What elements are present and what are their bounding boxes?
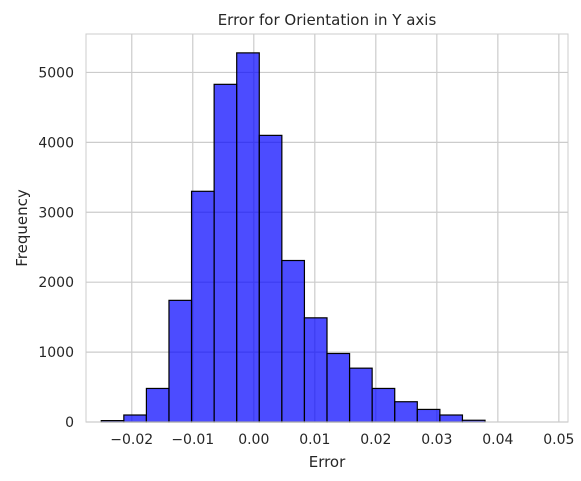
histogram-bar	[371, 387, 396, 423]
x-tick-label: 0.00	[238, 432, 269, 448]
histogram-bar	[281, 259, 306, 423]
histogram-bar	[394, 401, 418, 423]
x-tick-labels: −0.02 −0.01 0.00 0.01 0.02 0.03 0.04 0.05	[110, 432, 574, 448]
x-tick-label: 0.03	[421, 432, 452, 448]
x-tick-label: −0.02	[110, 432, 153, 448]
histogram-bar	[213, 83, 238, 423]
y-tick-label: 0	[65, 415, 74, 431]
y-axis-label: Frequency	[13, 189, 31, 267]
histogram-bar	[439, 414, 464, 423]
x-tick-label: −0.01	[171, 432, 214, 448]
y-tick-label: 4000	[38, 135, 74, 151]
x-tick-label: 0.01	[299, 432, 330, 448]
y-tick-label: 5000	[38, 65, 74, 81]
chart-title: Error for Orientation in Y axis	[218, 11, 437, 29]
histogram-bar	[190, 190, 215, 423]
histogram-bar	[416, 408, 441, 423]
x-tick-label: 0.05	[543, 432, 574, 448]
histogram-bars	[100, 52, 486, 423]
histogram-bar	[348, 367, 373, 423]
histogram-bar	[145, 387, 170, 423]
histogram-bar	[303, 317, 328, 423]
histogram-bar	[258, 134, 283, 423]
y-tick-label: 3000	[38, 205, 74, 221]
x-axis-label: Error	[309, 453, 346, 471]
histogram-bar	[123, 414, 148, 423]
x-tick-label: 0.04	[482, 432, 513, 448]
y-tick-label: 1000	[38, 345, 74, 361]
histogram-bar	[236, 52, 260, 423]
x-tick-label: 0.02	[360, 432, 391, 448]
histogram-bar	[168, 299, 193, 423]
y-tick-labels: 0 1000 2000 3000 4000 5000	[38, 65, 74, 431]
y-tick-label: 2000	[38, 275, 74, 291]
plot-frame	[85, 33, 569, 423]
histogram-bar	[326, 352, 351, 423]
